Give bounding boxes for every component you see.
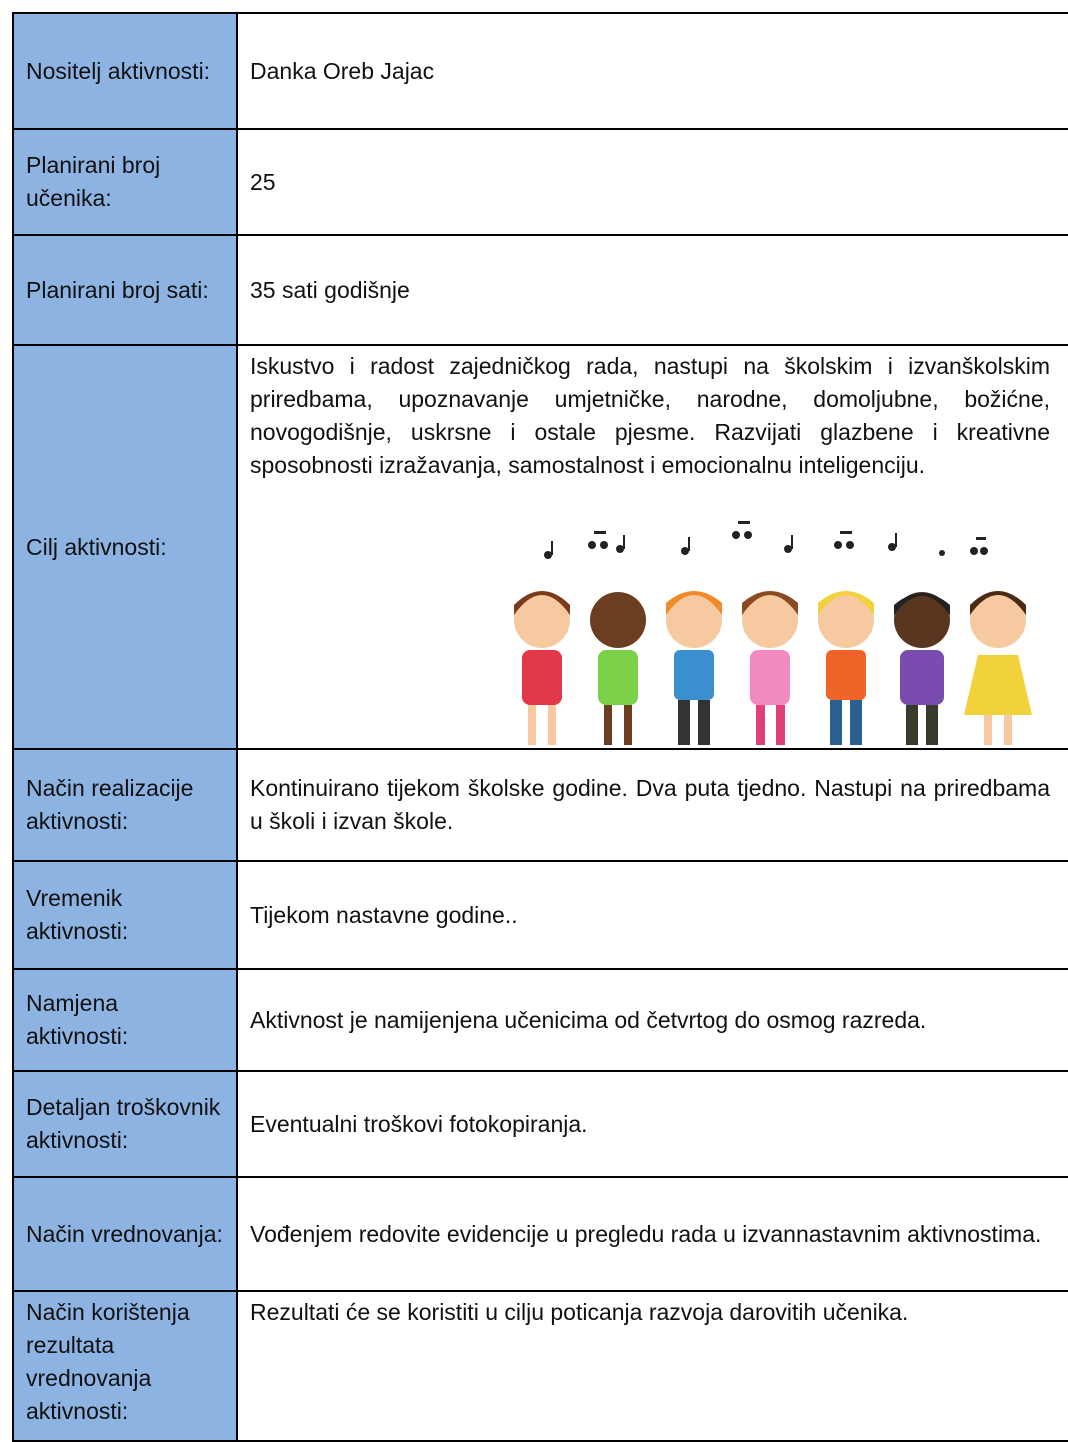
- row-value: 35 sati godišnje: [236, 234, 1068, 346]
- row-value: Kontinuirano tijekom školske godine. Dva…: [250, 775, 1050, 834]
- row-value: 25: [236, 128, 1068, 236]
- music-notes: [544, 521, 988, 559]
- row-label: Način vrednovanja:: [12, 1176, 238, 1292]
- row-label: Vremenik aktivnosti:: [12, 860, 238, 970]
- row-value: Aktivnost je namijenjena učenicima od če…: [236, 968, 1068, 1072]
- row-value: Iskustvo i radost zajedničkog rada, nast…: [250, 353, 1050, 478]
- row-label: Planirani broj sati:: [12, 234, 238, 346]
- row-value: Tijekom nastavne godine..: [236, 860, 1068, 970]
- row-label: Cilj aktivnosti:: [12, 344, 238, 750]
- row-label: Nositelj aktivnosti:: [12, 12, 238, 130]
- row-label: Način realizacije aktivnosti:: [12, 748, 238, 862]
- row-label: Način korištenja rezultata vrednovanja a…: [12, 1290, 238, 1442]
- activity-table: Nositelj aktivnosti: Danka Oreb Jajac Pla…: [12, 12, 1068, 1442]
- row-label: Planirani broj učenika:: [12, 128, 238, 236]
- row-value-cell: Vođenjem redovite evidencije u pregledu …: [236, 1176, 1068, 1292]
- row-value: Eventualni troškovi fotokopiranja.: [236, 1070, 1068, 1178]
- row-label: Detaljan troškovnik aktivnosti:: [12, 1070, 238, 1178]
- row-value: Rezultati će se koristiti u cilju potica…: [236, 1290, 1068, 1442]
- row-value-cell: Kontinuirano tijekom školske godine. Dva…: [236, 748, 1068, 862]
- row-value: Danka Oreb Jajac: [236, 12, 1068, 130]
- row-value: Vođenjem redovite evidencije u pregledu …: [250, 1220, 1042, 1247]
- singing-children-illustration: [514, 521, 1032, 745]
- children: [514, 591, 1032, 745]
- row-label: Namjena aktivnosti:: [12, 968, 238, 1072]
